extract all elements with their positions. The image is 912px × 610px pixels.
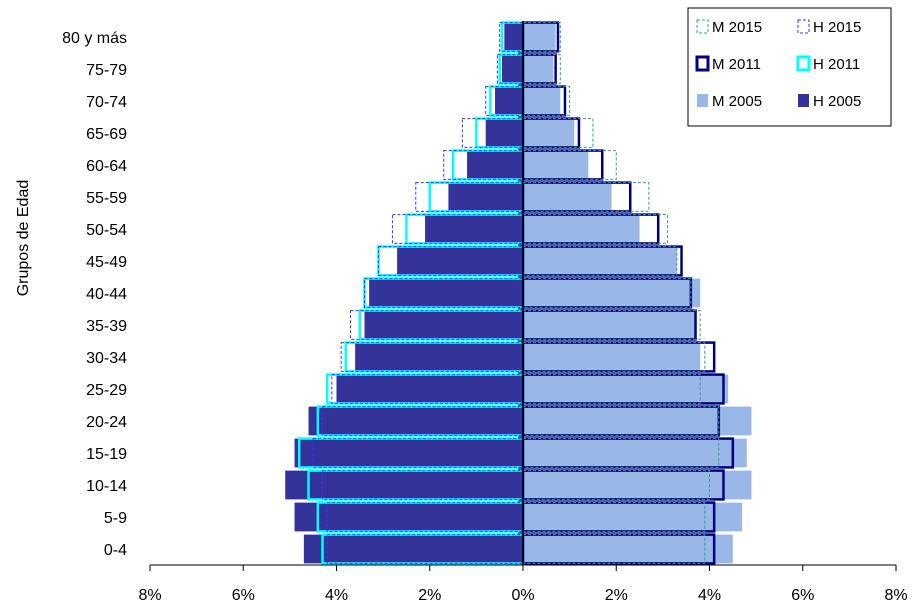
bar-h-2015-15-19 bbox=[312, 438, 524, 468]
bar-m-2005-35-39 bbox=[523, 310, 696, 340]
y-category-label: 45-49 bbox=[86, 254, 127, 271]
x-tick-label: 0% bbox=[511, 587, 534, 604]
bar-h-2015-10-14 bbox=[322, 470, 524, 500]
bar-m-2005-65-69 bbox=[523, 118, 575, 148]
bar-h-2005-35-39 bbox=[364, 310, 523, 340]
x-tick-label: 6% bbox=[791, 587, 814, 604]
bar-h-2015-60-64 bbox=[443, 150, 524, 180]
x-tick-label: 2% bbox=[418, 587, 441, 604]
x-tick-label: 2% bbox=[605, 587, 628, 604]
bar-h-2005-75-79 bbox=[502, 54, 523, 84]
y-category-label: 0-4 bbox=[104, 542, 127, 559]
bar-h-2005-60-64 bbox=[467, 150, 523, 180]
bar-m-2005-75-79 bbox=[523, 54, 554, 84]
bar-m-2005-25-29 bbox=[523, 374, 729, 404]
legend-swatch bbox=[695, 55, 710, 72]
x-tick-label: 6% bbox=[232, 587, 255, 604]
bar-h-2015-50-54 bbox=[391, 214, 524, 244]
x-tick-label: 8% bbox=[884, 587, 907, 604]
bar-m-2005-20-24 bbox=[523, 406, 752, 436]
bar-h-2005-5-9 bbox=[294, 502, 523, 532]
bar-h-2005-25-29 bbox=[336, 374, 523, 404]
bar-m-2005-40-44 bbox=[523, 278, 701, 308]
bar-h-2005-10-14 bbox=[285, 470, 523, 500]
legend-swatch bbox=[696, 19, 709, 34]
x-tick-label: 4% bbox=[698, 587, 721, 604]
y-category-labels: 0-4 5-9 10-14 15-19 20-24 25-29 30-34 35-39 40-4… bbox=[62, 30, 523, 566]
bar-m-2015-20-24 bbox=[522, 406, 720, 436]
bar-h-2005-30-34 bbox=[355, 342, 523, 372]
bar-m-2005-55-59 bbox=[523, 182, 612, 212]
legend-label: H 2011 bbox=[813, 56, 860, 73]
x-tick-label: 4% bbox=[325, 587, 348, 604]
y-category-label: 15-19 bbox=[86, 446, 127, 463]
bar-m-2005-0-4 bbox=[523, 534, 733, 564]
bar-h-2005-65-69 bbox=[485, 118, 523, 148]
y-category-label: 35-39 bbox=[86, 318, 127, 335]
bar-m-2015-40-44 bbox=[522, 278, 692, 308]
legend-swatch bbox=[798, 94, 809, 107]
x-tick-label: 8% bbox=[138, 587, 161, 604]
bar-m-2005-10-14 bbox=[523, 470, 752, 500]
bar-m-2005-80-y-más bbox=[523, 22, 556, 52]
bar-h-2005-55-59 bbox=[448, 182, 523, 212]
bar-h-2005-40-44 bbox=[369, 278, 523, 308]
bar-h-2005-20-24 bbox=[308, 406, 523, 436]
y-category-label: 65-69 bbox=[86, 126, 127, 143]
bar-h-2015-45-49 bbox=[377, 246, 524, 276]
bar-m-2005-30-34 bbox=[523, 342, 701, 372]
y-category-label: 70-74 bbox=[86, 94, 127, 111]
bar-h-2015-20-24 bbox=[322, 406, 524, 436]
y-category-label: 40-44 bbox=[86, 286, 127, 303]
bar-h-2005-15-19 bbox=[294, 438, 523, 468]
bar-h-2005-45-49 bbox=[397, 246, 523, 276]
legend-swatch bbox=[697, 94, 708, 107]
y-category-label: 25-29 bbox=[86, 382, 127, 399]
bar-m-2015-15-19 bbox=[522, 438, 720, 468]
bar-m-2015-55-59 bbox=[522, 182, 650, 212]
y-category-label: 10-14 bbox=[86, 478, 127, 495]
y-category-label: 55-59 bbox=[86, 190, 127, 207]
legend-swatch bbox=[797, 19, 810, 34]
bar-h-2005-70-74 bbox=[495, 86, 523, 116]
legend-label: M 2015 bbox=[712, 19, 762, 36]
y-category-label: 80 y más bbox=[62, 30, 127, 47]
legend-label: H 2015 bbox=[813, 19, 861, 36]
legend-label: H 2005 bbox=[813, 93, 861, 110]
legend: M 2015 H 2015 M 2011 H 2011 M 2005 H 2005 bbox=[687, 7, 892, 127]
x-tick-labels: 8% 6% 4% 2% 0% 2% 4% 6% 8% bbox=[138, 565, 908, 604]
bar-m-2005-5-9 bbox=[523, 502, 743, 532]
bar-m-2005-60-64 bbox=[523, 150, 589, 180]
bar-h-2005-80-y-más bbox=[504, 22, 523, 52]
bar-m-2015-60-64 bbox=[522, 150, 617, 180]
bar-h-2005-50-54 bbox=[425, 214, 523, 244]
y-category-label: 20-24 bbox=[86, 414, 127, 431]
bar-m-2005-50-54 bbox=[523, 214, 640, 244]
legend-label: M 2005 bbox=[712, 93, 762, 110]
bar-m-2005-45-49 bbox=[523, 246, 677, 276]
y-category-label: 75-79 bbox=[86, 62, 127, 79]
y-category-label: 5-9 bbox=[104, 510, 127, 527]
y-axis-title: Grupos de Edad bbox=[15, 180, 32, 297]
bar-m-2005-70-74 bbox=[523, 86, 561, 116]
legend-swatch bbox=[796, 55, 811, 72]
legend-label: M 2011 bbox=[712, 56, 761, 73]
legend-box bbox=[687, 7, 892, 127]
bar-m-2005-15-19 bbox=[523, 438, 747, 468]
y-category-label: 30-34 bbox=[86, 350, 127, 367]
bar-h-2005-0-4 bbox=[303, 534, 523, 564]
bars-2005-group bbox=[285, 22, 752, 564]
y-category-label: 50-54 bbox=[86, 222, 127, 239]
y-category-label: 60-64 bbox=[86, 158, 127, 175]
